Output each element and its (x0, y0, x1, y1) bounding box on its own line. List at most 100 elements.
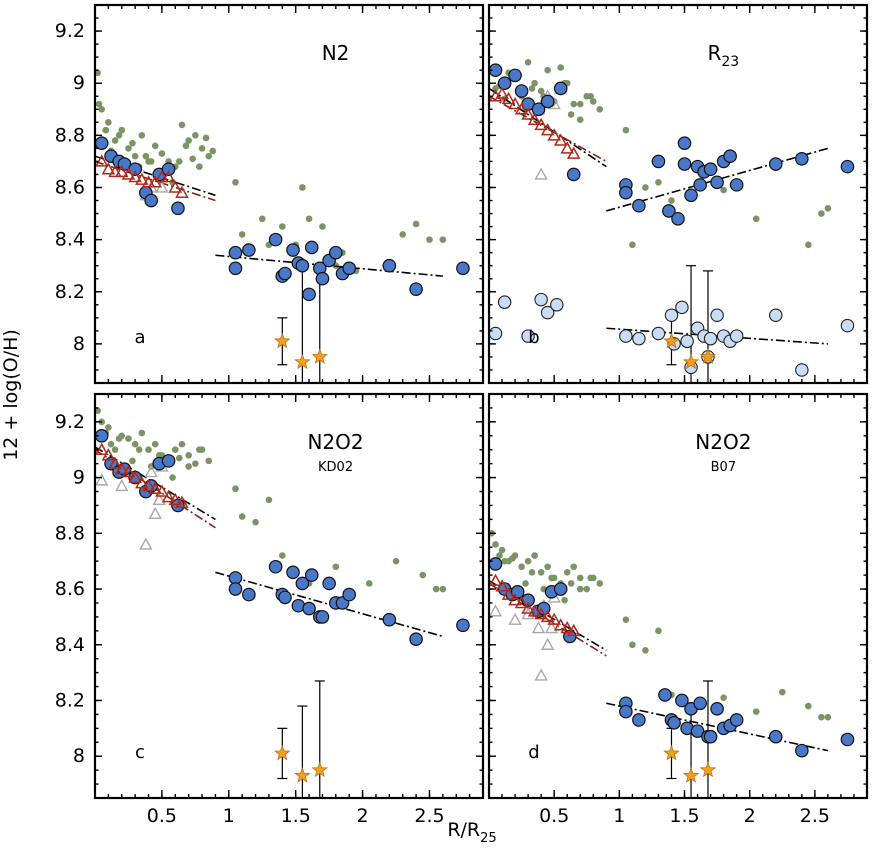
green-point (439, 236, 447, 243)
green-point (629, 241, 636, 249)
light-blue-point (664, 308, 679, 322)
light-blue-point (632, 331, 646, 346)
green-point (279, 223, 286, 230)
red-triangle (135, 476, 149, 489)
green-point (596, 580, 604, 587)
green-point (501, 557, 508, 565)
red-triangle (489, 573, 503, 586)
green-point (151, 142, 159, 150)
red-triangle (514, 595, 529, 609)
red-triangle (95, 154, 109, 167)
x-tick-label: 2.5 (414, 805, 444, 827)
fit-line (215, 571, 444, 638)
green-point (111, 446, 119, 454)
green-point (319, 223, 326, 230)
light-blue-point (840, 318, 855, 333)
blue-point (514, 84, 529, 98)
blue-point (729, 713, 744, 727)
red-triangle (501, 91, 516, 105)
red-triangle (161, 169, 176, 183)
green-point (818, 210, 825, 217)
green-point (238, 231, 246, 238)
x-tick-label: 2 (357, 805, 369, 827)
blue-point (489, 557, 503, 571)
green-point (189, 155, 196, 163)
green-point (596, 105, 604, 113)
blue-point (286, 243, 300, 257)
blue-point (228, 582, 243, 596)
green-point (544, 66, 551, 74)
light-blue-point (769, 308, 783, 322)
panel-title: N2O2 (307, 430, 363, 454)
red-triangle (108, 456, 122, 469)
green-point (522, 580, 529, 587)
green-point (589, 98, 597, 105)
star-point (699, 348, 717, 364)
green-point (426, 236, 433, 243)
green-point (528, 85, 536, 92)
y-axis-label: 12 + log(O/H) (0, 329, 22, 461)
y-tick-label: 9.2 (55, 20, 85, 42)
green-point (98, 105, 105, 113)
green-point (778, 688, 786, 696)
red-triangle (547, 612, 561, 625)
green-point (169, 474, 176, 481)
blue-point (315, 271, 330, 286)
green-point (531, 79, 538, 87)
red-triangle (128, 169, 142, 183)
light-blue-point (550, 298, 564, 312)
light-blue-point (675, 300, 689, 315)
green-point (131, 440, 139, 448)
green-point (720, 694, 727, 701)
green-point (557, 64, 564, 71)
blue-point (795, 152, 809, 166)
light-blue-point (619, 329, 633, 343)
panel-frame (487, 3, 869, 385)
blue-point (662, 204, 676, 218)
blue-point (675, 693, 689, 708)
light-blue-point (729, 329, 744, 343)
green-point (622, 616, 630, 623)
blue-point (161, 162, 176, 177)
green-point (205, 152, 213, 160)
grey-triangle (148, 506, 162, 520)
green-point (576, 585, 584, 593)
panel-a: 8 8.2 8.4 8.6 8.8 9 9.2 N2 a (55, 3, 485, 385)
blue-point (508, 68, 522, 83)
star-point (274, 744, 291, 761)
green-point (138, 429, 146, 437)
light-blue-point (489, 326, 503, 341)
green-point (178, 440, 186, 448)
green-point (587, 574, 594, 582)
blue-point (619, 185, 633, 200)
green-point (752, 708, 760, 715)
green-point (392, 557, 400, 565)
red-triangle (508, 593, 522, 606)
x-tick-label: 1.5 (281, 805, 311, 827)
green-point (528, 569, 536, 576)
plot-area-d (489, 530, 855, 798)
red-triangle (553, 618, 568, 631)
y-tick-label: 8 (73, 745, 85, 767)
blue-point (840, 159, 855, 174)
blue-point (171, 201, 185, 216)
green-point (412, 220, 420, 228)
green-point (105, 119, 112, 126)
grey-triangle (531, 621, 546, 634)
blue-point (566, 167, 581, 182)
green-point (567, 111, 575, 118)
green-point (147, 158, 155, 165)
blue-point (382, 258, 397, 273)
green-point (496, 552, 503, 559)
green-point (399, 231, 407, 238)
green-point (105, 424, 112, 431)
panel-frame (487, 392, 869, 800)
grey-triangle (508, 612, 522, 625)
green-point (135, 446, 143, 454)
blue-point (693, 178, 707, 192)
blue-point (658, 688, 672, 702)
green-point (185, 463, 192, 470)
blue-point (278, 266, 292, 281)
blue-point (286, 565, 300, 580)
